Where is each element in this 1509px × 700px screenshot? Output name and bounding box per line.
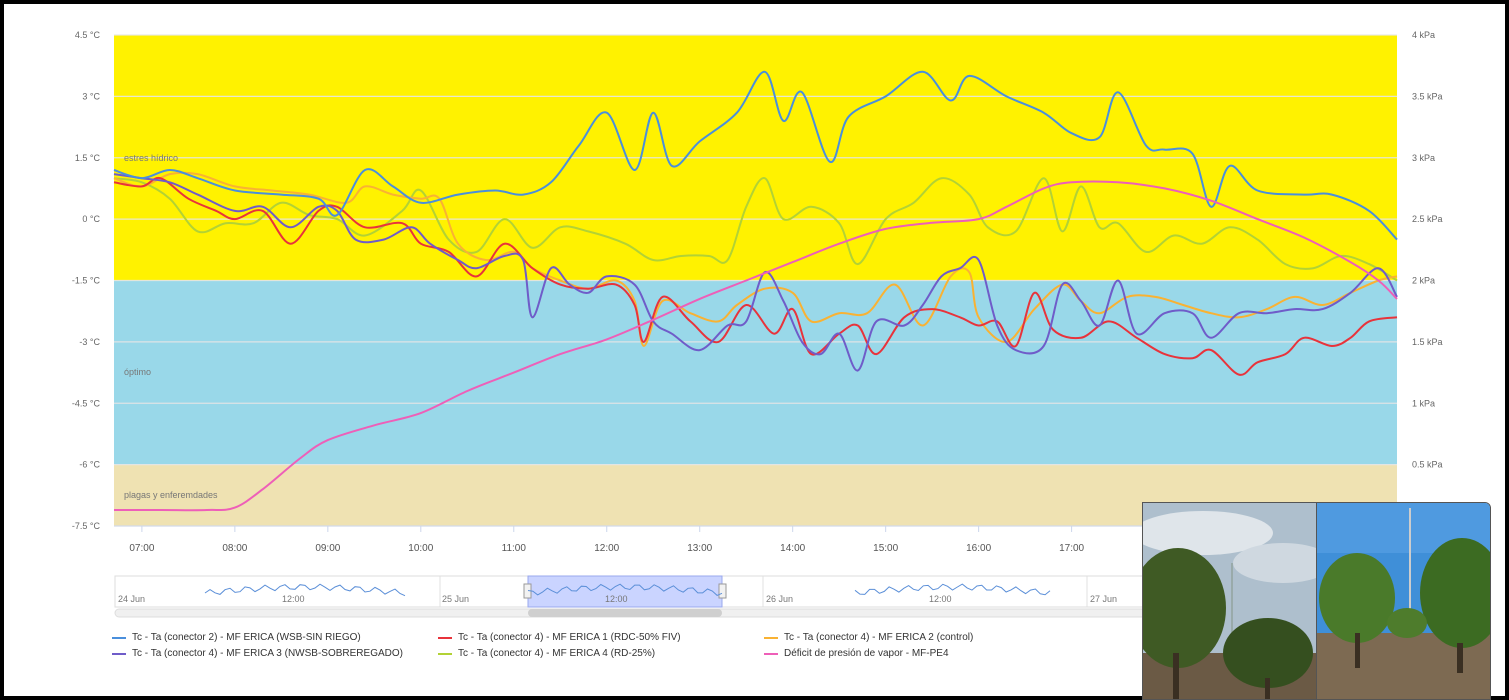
band-label: óptimo [124, 367, 151, 377]
y-left-tick-label: 4.5 °C [75, 30, 101, 40]
legend-label: Déficit de presión de vapor - MF-PE4 [784, 648, 949, 659]
band-label: estres hídrico [124, 153, 178, 163]
navigator-series-preview [527, 583, 723, 596]
navigator-label: 12:00 [605, 594, 628, 604]
x-tick-label: 13:00 [687, 543, 712, 554]
legend-label: Tc - Ta (conector 4) - MF ERICA 3 (NWSB-… [132, 648, 403, 659]
y-right-tick-label: 0.5 kPa [1412, 460, 1443, 470]
photo-orchard-cloudy [1142, 502, 1317, 700]
navigator-label: 12:00 [282, 594, 305, 604]
legend-swatch [438, 652, 452, 655]
legend-label: Tc - Ta (conector 4) - MF ERICA 4 (RD-25… [458, 648, 656, 659]
navigator-label: 27 Jun [1090, 594, 1117, 604]
x-tick-label: 16:00 [966, 543, 991, 554]
series-line-4 [113, 177, 1398, 282]
band-label: plagas y enferemdades [124, 490, 218, 500]
y-left-tick-label: 1.5 °C [75, 153, 101, 163]
legend-item[interactable]: Tc - Ta (conector 4) - MF ERICA 1 (RDC-5… [438, 632, 681, 643]
y-right-tick-label: 1 kPa [1412, 398, 1435, 408]
legend-swatch [438, 636, 452, 639]
legend-item[interactable]: Tc - Ta (conector 4) - MF ERICA 4 (RD-25… [438, 648, 655, 659]
y-right-tick-label: 4 kPa [1412, 30, 1435, 40]
y-right-tick-label: 3.5 kPa [1412, 91, 1443, 101]
y-left-tick-label: -1.5 °C [72, 276, 101, 286]
navigator-series-preview [204, 583, 406, 597]
y-left-tick-label: 0 °C [82, 214, 100, 224]
y-right-tick-label: 2 kPa [1412, 276, 1435, 286]
x-tick-label: 17:00 [1059, 543, 1084, 554]
x-tick-label: 07:00 [129, 543, 154, 554]
navigator-series-preview [854, 583, 1051, 596]
x-tick-label: 09:00 [315, 543, 340, 554]
navigator-handle-right[interactable] [718, 583, 727, 599]
navigator-label: 25 Jun [442, 594, 469, 604]
legend-label: Tc - Ta (conector 4) - MF ERICA 1 (RDC-5… [458, 632, 681, 643]
series-line-0 [113, 70, 1398, 241]
x-tick-label: 10:00 [408, 543, 433, 554]
legend-swatch [764, 636, 778, 639]
legend-swatch [112, 636, 126, 639]
legend-swatch [764, 652, 778, 655]
legend-label: Tc - Ta (conector 2) - MF ERICA (WSB-SIN… [132, 632, 361, 643]
legend-item[interactable]: Tc - Ta (conector 2) - MF ERICA (WSB-SIN… [112, 632, 361, 643]
x-tick-label: 15:00 [873, 543, 898, 554]
y-left-tick-label: -4.5 °C [72, 398, 101, 408]
legend-item[interactable]: Tc - Ta (conector 4) - MF ERICA 2 (contr… [764, 632, 973, 643]
x-tick-label: 08:00 [222, 543, 247, 554]
legend-swatch [112, 652, 126, 655]
legend-item[interactable]: Déficit de presión de vapor - MF-PE4 [764, 648, 949, 659]
y-right-tick-label: 2.5 kPa [1412, 214, 1443, 224]
y-left-tick-label: -3 °C [79, 337, 100, 347]
series-line-1 [113, 176, 1398, 376]
series-line-3 [113, 173, 1398, 372]
navigator-label: 24 Jun [118, 594, 145, 604]
y-right-tick-label: 3 kPa [1412, 153, 1435, 163]
x-tick-label: 11:00 [502, 543, 527, 554]
legend-item[interactable]: Tc - Ta (conector 4) - MF ERICA 3 (NWSB-… [112, 648, 403, 659]
x-tick-label: 14:00 [780, 543, 805, 554]
y-right-tick-label: 1.5 kPa [1412, 337, 1443, 347]
series-line-2 [113, 171, 1398, 347]
navigator-label: 12:00 [929, 594, 952, 604]
navigator-scrollbar-thumb[interactable] [528, 609, 722, 617]
legend-label: Tc - Ta (conector 4) - MF ERICA 2 (contr… [784, 632, 974, 643]
band-1 [114, 280, 1397, 465]
y-left-tick-label: -6 °C [79, 460, 100, 470]
navigator-label: 26 Jun [766, 594, 793, 604]
x-tick-label: 12:00 [594, 543, 619, 554]
y-left-tick-label: -7.5 °C [72, 521, 101, 531]
photo-orchard-sunny [1316, 502, 1491, 700]
y-left-tick-label: 3 °C [82, 91, 100, 101]
series-line-5 [114, 180, 1398, 512]
navigator-selection[interactable] [527, 575, 723, 608]
